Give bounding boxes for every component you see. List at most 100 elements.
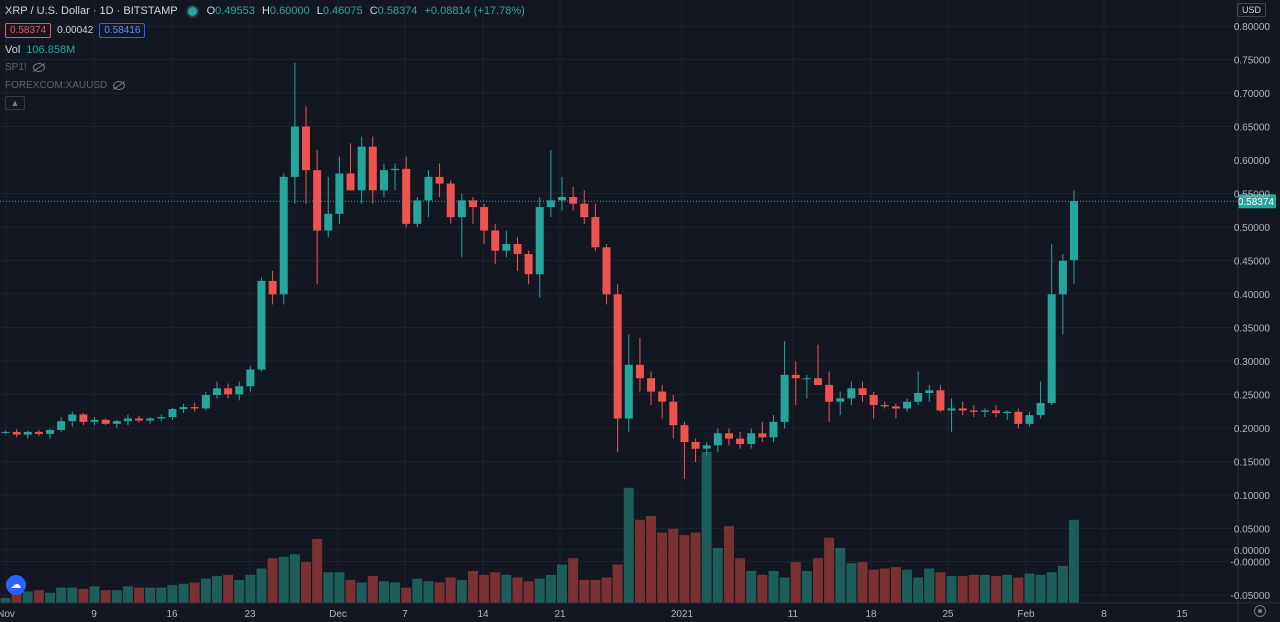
volume-bar <box>423 581 434 603</box>
candle-body <box>468 200 477 208</box>
price-tick-label: 0.75000 <box>1234 56 1271 67</box>
last-price-line: 0.58374 <box>0 194 1276 209</box>
volume-label: Vol <box>5 44 21 56</box>
price-tick-label: 0.25000 <box>1234 391 1271 402</box>
candle-body <box>123 418 132 422</box>
price-axis[interactable]: 0.80000 0.75000 0.70000 0.65000 0.60000 0.550… <box>1231 0 1271 622</box>
price-tick-label: -0.05000 <box>1231 591 1271 602</box>
volume-bar <box>479 574 490 603</box>
volume-bar <box>991 576 1002 603</box>
candle-body <box>914 392 923 402</box>
candle-body <box>457 200 466 218</box>
volume-bar <box>801 571 812 603</box>
candle-body <box>101 419 110 424</box>
volume-bar <box>323 572 334 603</box>
candle-body <box>769 421 778 438</box>
candle-body <box>680 425 689 442</box>
volume-bar <box>456 579 467 603</box>
candle-body <box>880 405 889 407</box>
volume-bar <box>312 539 323 603</box>
collapse-legend-button[interactable]: ▲ <box>5 96 25 110</box>
indicator-xauusd[interactable]: FOREXCOM:XAUUSD <box>5 80 126 91</box>
volume-bar <box>902 569 913 603</box>
volume-bar <box>1024 573 1035 603</box>
volume-bar <box>378 581 389 603</box>
volume-bar <box>890 567 901 603</box>
price-tick-label: 0.80000 <box>1234 22 1271 33</box>
candle-body <box>257 280 266 370</box>
time-tick-label: Dec <box>329 609 347 620</box>
volume-bar <box>790 562 801 603</box>
volume-bar <box>701 451 712 603</box>
time-tick-label: 21 <box>554 609 566 620</box>
candle-body <box>68 414 77 422</box>
candle-body <box>268 280 277 295</box>
volume-bar <box>401 587 412 603</box>
price-tick-label: 0.65000 <box>1234 123 1271 134</box>
price-tick-label: 0.45000 <box>1234 257 1271 268</box>
buy-button[interactable]: 0.58416 <box>99 23 146 38</box>
price-tick-label: 0.50000 <box>1234 223 1271 234</box>
candle-body <box>591 217 600 248</box>
candle-body <box>290 126 299 177</box>
hidden-eye-icon[interactable] <box>32 63 45 72</box>
volume-bar <box>768 571 779 603</box>
volume-bar <box>657 532 668 603</box>
candle-body <box>747 433 756 444</box>
volume-bar <box>979 574 990 603</box>
symbol-title[interactable]: XRP / U.S. Dollar · 1D · BITSTAMP <box>5 5 178 17</box>
candle-body <box>224 388 233 395</box>
volume-bar <box>946 576 957 603</box>
candle-body <box>969 410 978 412</box>
candle-body <box>302 126 311 171</box>
candlesticks <box>1 62 1078 479</box>
volume-bar <box>434 582 445 603</box>
volume-bar <box>879 568 890 603</box>
currency-button[interactable]: USD <box>1236 3 1266 17</box>
sell-button[interactable]: 0.58374 <box>5 23 52 38</box>
volume-bar <box>601 577 612 603</box>
volume-bar <box>924 568 935 603</box>
ohlc-values: O0.49553 H0.60000 L0.46075 C0.58374 +0.0… <box>206 5 525 17</box>
indicator-sp1-label: SP1! <box>5 62 27 73</box>
candle-body <box>313 170 322 231</box>
price-tick-label: 0.40000 <box>1234 290 1271 301</box>
volume-bars <box>0 451 1079 603</box>
candle-body <box>146 418 155 421</box>
time-axis[interactable]: Nov 9 16 23 Dec 7 14 21 2021 11 18 25 Feb 8 15 <box>0 602 1280 620</box>
candle-body <box>368 146 377 191</box>
candle-body <box>157 417 166 419</box>
settings-gear-icon[interactable] <box>1254 605 1266 617</box>
volume-legend[interactable]: Vol 106.858M <box>5 44 75 56</box>
volume-bar <box>723 526 734 603</box>
candle-body <box>190 407 199 409</box>
candle-body <box>992 410 1001 414</box>
price-tick-label: 0.35000 <box>1234 324 1271 335</box>
hidden-eye-icon[interactable] <box>113 81 126 90</box>
volume-bar <box>523 581 534 603</box>
volume-bar <box>200 578 211 603</box>
volume-bar <box>122 586 133 603</box>
candle-body <box>869 394 878 406</box>
price-tick-label: 0.10000 <box>1234 491 1271 502</box>
volume-bar <box>134 587 145 603</box>
time-tick-label: 2021 <box>671 609 694 620</box>
legend-header: XRP / U.S. Dollar · 1D · BITSTAMP O0.495… <box>5 5 529 17</box>
volume-bar <box>712 547 723 603</box>
candle-body <box>702 445 711 449</box>
candle-body <box>713 433 722 446</box>
volume-bar <box>512 577 523 603</box>
time-tick-label: 7 <box>402 609 408 620</box>
volume-bar <box>33 590 44 603</box>
candle-body <box>658 391 667 402</box>
volume-bar <box>590 579 601 603</box>
indicator-sp1[interactable]: SP1! <box>5 62 45 73</box>
candle-body <box>168 409 177 418</box>
time-tick-label: 23 <box>244 609 256 620</box>
volume-bar <box>557 564 567 603</box>
time-tick-label: 11 <box>788 609 799 620</box>
tradingview-logo-icon[interactable]: ☁ <box>6 575 26 595</box>
candle-body <box>12 431 21 435</box>
candle-body <box>379 170 388 191</box>
